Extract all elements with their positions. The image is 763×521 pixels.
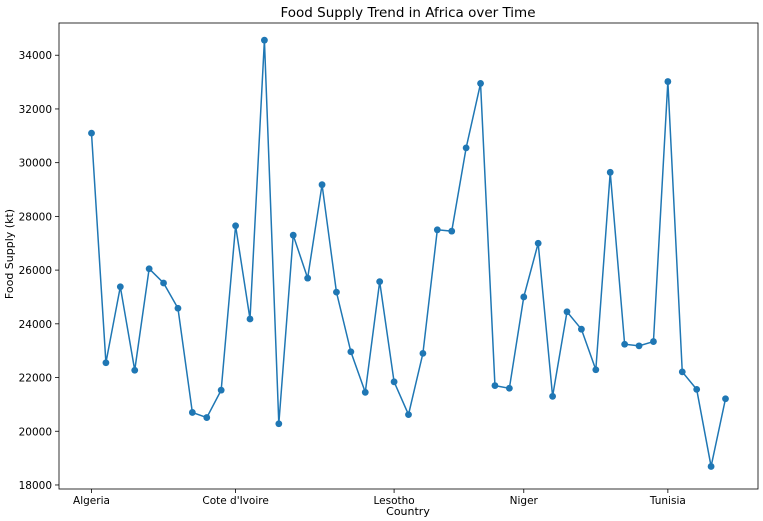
data-point	[520, 293, 528, 301]
data-point	[678, 368, 686, 376]
data-point	[304, 274, 312, 282]
x-tick-label: Cote d'Ivoire	[202, 495, 268, 507]
y-tick-label: 30000	[19, 158, 52, 170]
y-tick-label: 32000	[19, 104, 52, 116]
y-tick-label: 24000	[19, 319, 52, 331]
data-point	[160, 279, 167, 287]
data-point	[505, 384, 513, 392]
y-tick-label: 34000	[19, 50, 52, 62]
series-line	[90, 40, 727, 467]
x-tick-label: Algeria	[73, 495, 110, 507]
data-point	[462, 144, 470, 152]
data-point	[563, 308, 571, 316]
data-point	[635, 342, 643, 350]
data-point	[217, 386, 225, 394]
data-point	[578, 325, 585, 333]
y-tick-label: 22000	[19, 373, 52, 385]
data-point	[232, 222, 239, 230]
data-point	[261, 36, 268, 44]
data-point	[664, 78, 672, 85]
data-point	[145, 265, 153, 273]
data-point	[549, 392, 556, 400]
chart-title: Food Supply Trend in Africa over Time	[280, 5, 535, 21]
y-tick-label: 28000	[19, 211, 52, 223]
data-point	[246, 315, 254, 323]
x-tick-label: Lesotho	[373, 495, 414, 507]
data-point	[289, 231, 297, 239]
y-tick-label: 20000	[19, 426, 52, 438]
x-tick-label: Niger	[510, 495, 539, 507]
x-axis-label: Country	[386, 505, 430, 518]
data-point	[88, 129, 95, 137]
data-point	[174, 304, 182, 312]
data-point	[477, 80, 484, 87]
data-point	[275, 420, 283, 428]
data-point	[419, 349, 427, 357]
x-tick-label: Tunisia	[649, 495, 686, 507]
y-axis-label: Food Supply (kt)	[3, 209, 16, 299]
data-point	[534, 239, 542, 247]
y-tick-label: 26000	[19, 265, 52, 277]
data-point	[433, 226, 441, 234]
x-axis: Algeria Cote d'Ivoire Lesotho Niger Tunisia	[73, 489, 686, 507]
data-point	[116, 283, 124, 291]
data-point	[376, 278, 384, 286]
data-point	[131, 366, 139, 374]
data-point	[102, 359, 110, 367]
y-axis: 18000 20000 22000 24000 26000 28000 30000 32000…	[19, 50, 59, 492]
data-points	[88, 36, 729, 470]
data-point	[693, 385, 701, 393]
data-point	[405, 411, 412, 418]
data-point	[203, 414, 211, 421]
data-point	[448, 227, 456, 235]
data-point	[606, 168, 614, 176]
data-point	[361, 388, 369, 396]
data-point	[707, 463, 715, 470]
plot-frame	[58, 22, 759, 490]
data-point	[188, 409, 196, 416]
data-point	[621, 340, 629, 348]
data-point	[318, 181, 326, 189]
data-point	[592, 366, 600, 374]
data-point	[722, 395, 729, 403]
data-point	[650, 338, 657, 345]
data-point	[347, 348, 355, 356]
data-point	[491, 382, 499, 389]
data-point	[390, 378, 398, 386]
data-point	[333, 288, 340, 296]
y-tick-label: 18000	[19, 480, 52, 492]
